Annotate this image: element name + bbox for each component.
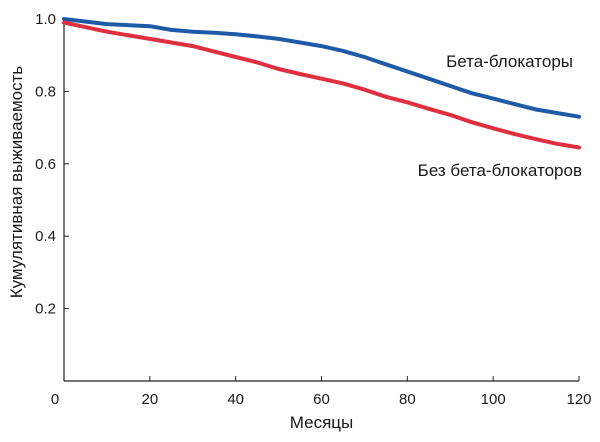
x-tick-label: 0 [51,391,59,408]
series-line-2 [62,20,581,150]
x-tick-label: 60 [313,391,330,408]
y-tick-label: 0.8 [35,83,56,100]
series-label-1: Бета-блокаторы [446,52,573,71]
x-tick-label: 20 [141,391,158,408]
series-line-1 [62,17,581,119]
x-axis-title: Месяцы [290,413,353,432]
y-axis-title: Кумулятивная выживаемость [7,66,26,299]
x-tick-label: 80 [399,391,416,408]
y-tick-label: 0.2 [35,301,56,318]
series-labels: Бета-блокаторы Без бета-блокаторов [418,52,582,180]
axes [63,17,579,382]
y-tick-label: 1.0 [35,11,56,28]
x-tick-label: 40 [227,391,244,408]
x-ticks: 0 20 40 60 80 100 120 [51,376,592,408]
series-label-2: Без бета-блокаторов [418,161,582,180]
x-tick-label: 100 [481,391,506,408]
y-ticks: 0.2 0.4 0.6 0.8 1.0 [35,11,69,318]
y-tick-label: 0.4 [35,228,56,245]
series-group [62,17,581,150]
x-tick-label: 120 [566,391,591,408]
y-tick-label: 0.6 [35,156,56,173]
